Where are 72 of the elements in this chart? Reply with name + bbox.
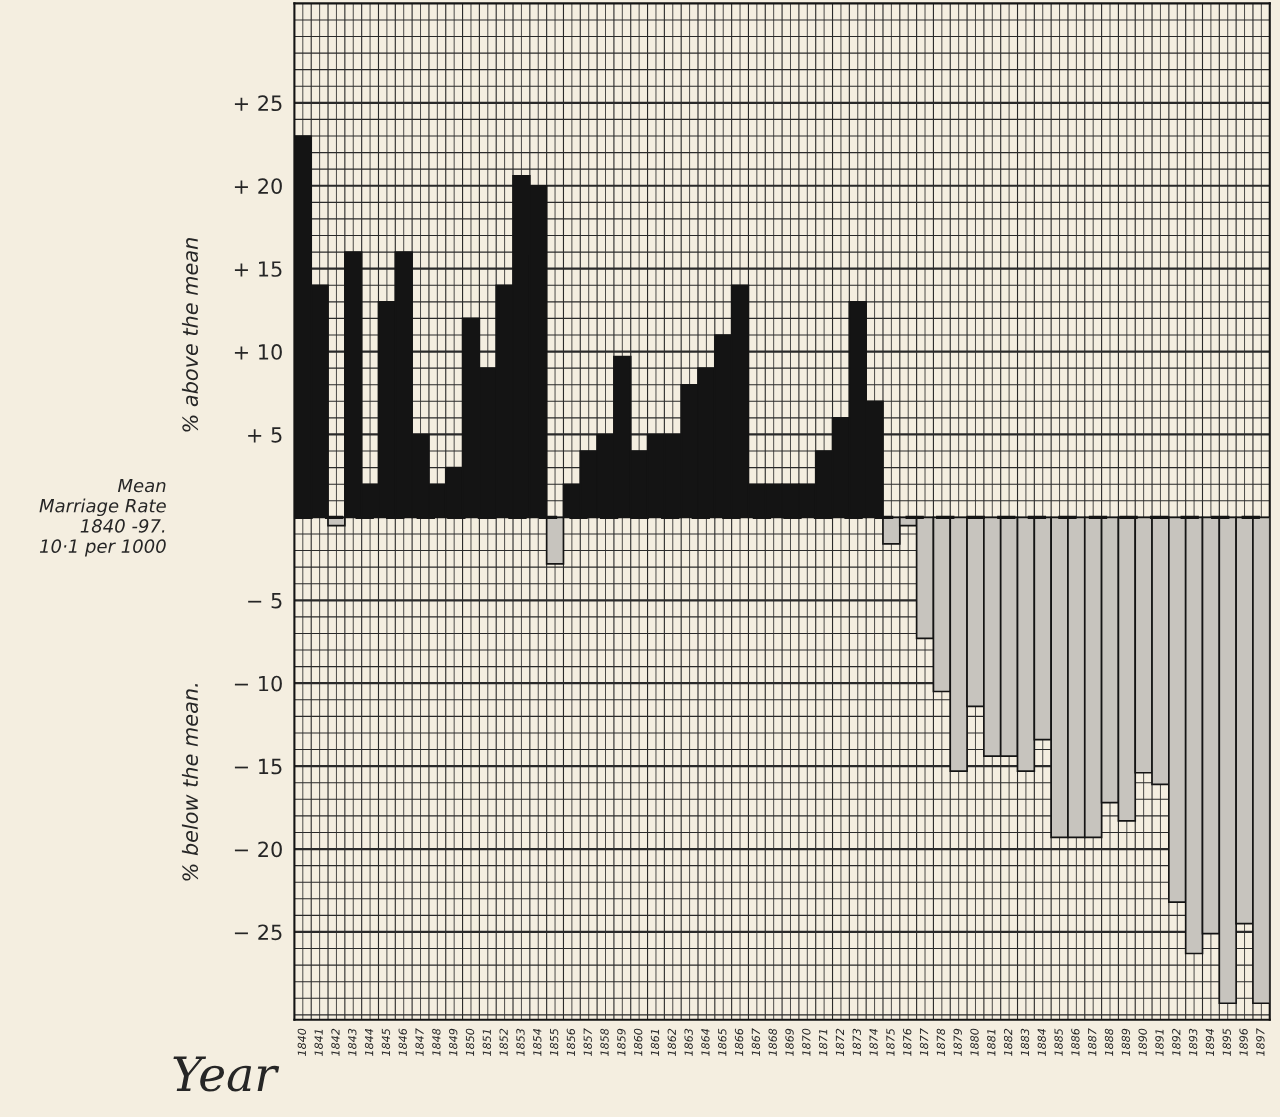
- x-tick-label: 1860: [633, 1028, 643, 1056]
- text: % below the mean.: [181, 684, 199, 881]
- y-tick-label: + 10: [234, 344, 282, 360]
- x-tick-label: 1886: [1071, 1028, 1080, 1056]
- x-tick-label: 1867: [751, 1028, 761, 1056]
- x-tick-label: 1865: [718, 1028, 727, 1056]
- x-tick-label: 1874: [869, 1028, 878, 1056]
- y-tick-label: − 15: [234, 758, 282, 775]
- y-tick-label: + 25: [234, 95, 282, 112]
- x-tick-label: 1871: [818, 1029, 828, 1056]
- x-tick-label: 1868: [768, 1028, 777, 1056]
- x-tick-label: 1845: [381, 1028, 391, 1056]
- x-tick-label: 1843: [348, 1028, 357, 1056]
- x-tick-label: 1858: [600, 1028, 609, 1056]
- x-tick-label: 1848: [432, 1028, 441, 1056]
- x-tick-label: 1850: [465, 1028, 475, 1056]
- x-tick-label: 1852: [499, 1028, 508, 1056]
- x-tick-label: 1888: [1104, 1028, 1114, 1056]
- y-tick-label: + 20: [234, 178, 282, 194]
- x-tick-label: 1844: [364, 1028, 374, 1056]
- x-tick-label: 1891: [1155, 1029, 1164, 1056]
- x-tick-label: 1873: [852, 1028, 861, 1056]
- x-tick-label: 1896: [1239, 1028, 1248, 1056]
- x-tick-label: 1882: [1003, 1028, 1013, 1056]
- x-tick-label: 1879: [953, 1028, 962, 1056]
- x-tick-label: 1866: [734, 1028, 744, 1056]
- x-tick-label: 1895: [1222, 1028, 1231, 1056]
- x-tick-label: 1854: [533, 1028, 542, 1056]
- x-tick-label: 1853: [516, 1028, 525, 1056]
- x-tick-label: 1846: [398, 1028, 407, 1056]
- x-tick-label: 1894: [1205, 1028, 1215, 1056]
- y-tick-label: + 5: [248, 427, 282, 443]
- x-tick-label: 1880: [970, 1028, 979, 1056]
- x-tick-label: 1881: [987, 1029, 996, 1056]
- x-tick-label: 1863: [684, 1028, 693, 1056]
- x-tick-label: 1859: [617, 1028, 626, 1056]
- x-tick-label: 1870: [802, 1028, 811, 1056]
- x-axis-title: Year: [173, 1056, 280, 1092]
- x-tick-label: 1840: [297, 1028, 307, 1056]
- x-tick-label: 1857: [583, 1028, 592, 1056]
- x-tick-label: 1855: [549, 1028, 559, 1056]
- x-tick-label: 1856: [566, 1028, 576, 1056]
- x-tick-label: 1864: [701, 1028, 710, 1056]
- x-tick-label: 1892: [1172, 1028, 1181, 1056]
- x-tick-label: 1869: [785, 1028, 794, 1056]
- y-tick-label: − 10: [234, 675, 282, 692]
- x-tick-label: 1890: [1138, 1028, 1147, 1056]
- x-tick-label: 1883: [1020, 1028, 1030, 1056]
- x-tick-label: 1893: [1188, 1028, 1198, 1056]
- y-tick-label: + 15: [234, 261, 282, 277]
- x-tick-label: 1851: [482, 1029, 492, 1056]
- x-tick-label: 1875: [886, 1028, 895, 1056]
- x-tick-label: 1885: [1054, 1028, 1063, 1056]
- x-tick-label: 1849: [448, 1028, 458, 1056]
- x-tick-label: 1862: [667, 1028, 676, 1056]
- x-tick-label: 1897: [1256, 1028, 1265, 1056]
- y-tick-label: − 20: [234, 841, 282, 858]
- x-tick-label: 1847: [415, 1028, 424, 1056]
- y-tick-label: − 25: [234, 924, 282, 941]
- x-tick-label: 1887: [1088, 1028, 1097, 1056]
- text: % above the mean: [181, 238, 199, 432]
- x-tick-label: 1876: [903, 1028, 912, 1056]
- x-tick-label: 1889: [1121, 1028, 1131, 1056]
- y-tick-label: − 5: [248, 593, 282, 609]
- x-tick-label: 1884: [1037, 1028, 1046, 1056]
- x-tick-label: 1877: [919, 1028, 929, 1056]
- x-tick-label: 1878: [936, 1028, 946, 1056]
- x-tick-label: 1842: [331, 1028, 340, 1056]
- x-tick-label: 1861: [650, 1029, 660, 1056]
- ref-line-label: Mean Marriage Rate 1840 -97. 10·1 per 1000: [39, 478, 166, 557]
- x-tick-label: 1841: [314, 1029, 323, 1056]
- x-tick-label: 1872: [835, 1028, 845, 1056]
